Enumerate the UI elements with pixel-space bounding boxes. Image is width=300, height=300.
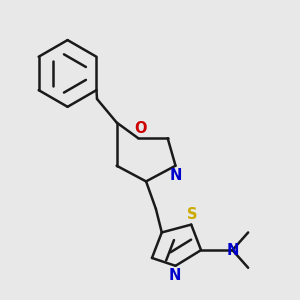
Text: S: S bbox=[187, 207, 198, 222]
Text: N: N bbox=[226, 243, 238, 258]
Text: N: N bbox=[169, 168, 182, 183]
Text: O: O bbox=[134, 121, 146, 136]
Text: N: N bbox=[169, 268, 181, 283]
